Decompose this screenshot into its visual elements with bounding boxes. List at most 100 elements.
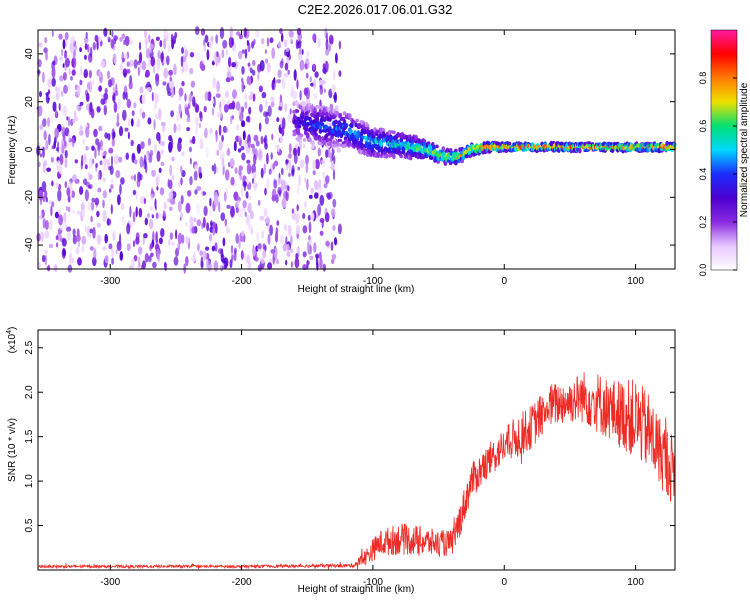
spectrogram-y-tick-label: 0 (24, 146, 35, 152)
spectrogram-noise-cell (128, 81, 133, 90)
spectrogram-noise-cell (82, 154, 86, 166)
spectrogram-noise-cell (139, 156, 144, 168)
colorbar-ticks: 0.0 0.2 0.4 0.6 0.8 (698, 72, 737, 276)
spectrogram-noise-cell (320, 159, 326, 164)
spectrogram-noise-cell (267, 233, 271, 245)
colorbar-tick-label: 0.8 (698, 72, 708, 85)
spectrogram-noise-cell (262, 243, 266, 250)
spectrogram-noise-cell (170, 110, 175, 118)
spectrogram-ridge-cell (375, 133, 379, 136)
spectrogram-ridge-cell (318, 128, 323, 134)
spectrogram-ridge-cell (304, 126, 309, 132)
spectrogram-noise-cell (240, 146, 245, 151)
spectrogram-noise-cell (250, 91, 253, 101)
spectrogram-noise-cell (238, 169, 242, 176)
spectrogram-noise-cell (55, 235, 59, 240)
spectrogram-noise-cell (203, 44, 207, 52)
spectrogram-noise-cell (294, 257, 300, 269)
spectrogram-noise-cell (96, 222, 102, 228)
spectrogram-noise-cell (276, 79, 281, 84)
spectrogram-noise-cell (39, 124, 44, 131)
spectrogram-noise-cell (72, 118, 76, 124)
spectrogram-ridge-cell (392, 153, 396, 160)
spectrogram-noise-cell (137, 66, 140, 77)
spectrogram-noise-cell (81, 235, 87, 245)
spectrogram-noise-cell (147, 117, 152, 125)
spectrogram-noise-cell (122, 57, 125, 63)
spectrogram-noise-cell (330, 241, 334, 252)
spectrogram-noise-cell (297, 166, 301, 171)
spectrogram-noise-cell (287, 224, 292, 236)
spectrogram-noise-cell (199, 111, 203, 122)
spectrogram-noise-cell (306, 259, 309, 270)
spectrogram-ridge-cell (328, 126, 332, 130)
spectrogram-noise-cell (130, 258, 136, 267)
spectrogram-noise-cell (57, 85, 61, 97)
spectrogram-noise-cell (132, 211, 136, 223)
spectrogram-noise-cell (290, 234, 293, 246)
spectrogram-noise-cell (241, 152, 246, 161)
spectrogram-noise-cell (90, 201, 95, 211)
spectrogram-noise-cell (133, 59, 138, 69)
spectrogram-noise-cell (212, 77, 217, 89)
spectrogram-noise-cell (201, 189, 204, 197)
spectrogram-ridge-cell (355, 134, 360, 139)
spectrogram-noise-cell (39, 198, 43, 206)
spectrogram-ridge-cell (441, 146, 446, 152)
spectrogram-ridge-cell (300, 114, 305, 120)
spectrogram-noise-cell (146, 86, 152, 92)
spectrogram-noise-cell (277, 177, 281, 186)
spectrogram-noise-cell (58, 56, 64, 61)
spectrogram-noise-cell (133, 159, 138, 165)
spectrogram-noise-cell (51, 29, 54, 37)
spectrogram-noise-cell (224, 169, 230, 181)
spectrogram-noise-cell (160, 140, 165, 147)
spectrogram-noise-cell (132, 240, 136, 248)
spectrogram-noise-cell (278, 41, 281, 48)
spectrogram-x-tick-label: -100 (363, 276, 383, 287)
snr-x-label: Height of straight line (km) (298, 584, 415, 595)
spectrogram-noise-cell (133, 102, 137, 109)
spectrogram-noise-cell (321, 80, 326, 85)
spectrogram-noise-cell (117, 98, 121, 111)
spectrogram-noise-cell (259, 215, 265, 221)
spectrogram-ridge-cell (294, 100, 299, 105)
spectrogram-ridge-cell (353, 130, 357, 135)
spectrogram-noise-cell (209, 127, 213, 135)
spectrogram-noise-cell (297, 146, 301, 157)
spectrogram-noise-cell (281, 117, 286, 130)
spectrogram-noise-cell (87, 43, 90, 53)
spectrogram-noise-cell (111, 257, 114, 265)
spectrogram-noise-cell (277, 186, 282, 195)
spectrogram-noise-cell (147, 213, 150, 218)
spectrogram-noise-cell (55, 147, 59, 152)
spectrogram-noise-cell (222, 39, 228, 49)
spectrogram-noise-cell (142, 260, 146, 269)
spectrogram-noise-cell (113, 153, 119, 165)
spectrogram-noise-cell (219, 27, 225, 39)
spectrogram-noise-cell (251, 69, 256, 76)
snr-x-tick-label: -300 (100, 577, 120, 588)
spectrogram-noise-cell (148, 255, 152, 263)
spectrogram-noise-cell (53, 264, 58, 273)
spectrogram-noise-cell (183, 61, 189, 73)
spectrogram-noise-cell (279, 94, 283, 103)
spectrogram-noise-cell (77, 84, 81, 97)
spectrogram-noise-cell (191, 226, 196, 234)
spectrogram-ridge-cell (384, 153, 389, 159)
spectrogram-noise-cell (170, 199, 176, 205)
spectrogram-noise-cell (103, 164, 107, 171)
spectrogram-noise-cell (202, 216, 206, 228)
spectrogram-noise-cell (96, 39, 99, 51)
spectrogram-noise-cell (55, 86, 58, 92)
spectrogram-noise-cell (89, 101, 93, 113)
spectrogram-noise-cell (83, 73, 88, 78)
colorbar-tick-label: 0.2 (698, 216, 708, 229)
snr-x-tick-label: -200 (232, 577, 252, 588)
spectrogram-noise-cell (202, 250, 207, 261)
snr-panel: -300 -200 -100 0 100 0.5 1.0 1.5 2.0 2.5 Height … (6, 327, 676, 595)
spectrogram-noise-cell (108, 166, 112, 171)
spectrogram-noise-cell (132, 189, 137, 196)
spectrogram-noise-cell (110, 179, 115, 184)
spectrogram-noise-cell (204, 91, 209, 101)
